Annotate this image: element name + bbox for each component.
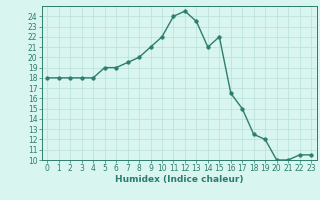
X-axis label: Humidex (Indice chaleur): Humidex (Indice chaleur) (115, 175, 244, 184)
